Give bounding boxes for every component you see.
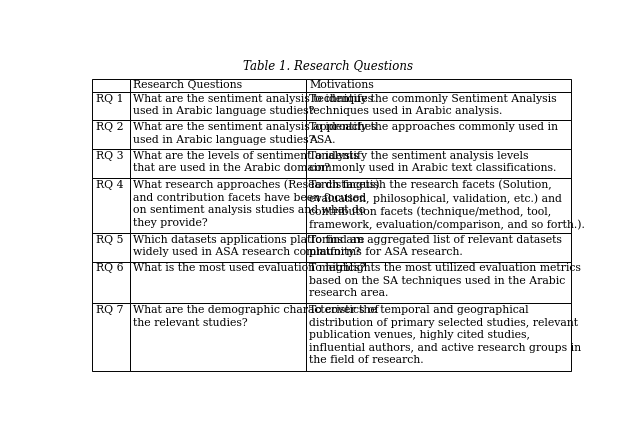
Text: What are the sentiment analysis approaches
used in Arabic language studies?: What are the sentiment analysis approach… (133, 122, 377, 145)
Bar (92, 262, 130, 304)
Bar (92, 149, 130, 178)
Bar (306, 120, 571, 149)
Bar (129, 262, 306, 304)
Text: RQ 2: RQ 2 (96, 122, 124, 132)
Text: To distinguish the research facets (Solution,
evaluation, philosophical, validat: To distinguish the research facets (Solu… (309, 180, 585, 230)
Bar (129, 78, 306, 92)
Bar (306, 149, 571, 178)
Text: Motivations: Motivations (309, 80, 374, 90)
Text: To highlights the most utilized evaluation metrics
based on the SA techniques us: To highlights the most utilized evaluati… (309, 263, 581, 298)
Bar (92, 78, 130, 92)
Text: RQ 5: RQ 5 (96, 235, 124, 245)
Text: To identify the approaches commonly used in
ASA.: To identify the approaches commonly used… (309, 122, 558, 145)
Text: What are the sentiment analysis techniques
used in Arabic language studies?: What are the sentiment analysis techniqu… (133, 94, 373, 116)
Bar (129, 120, 306, 149)
Bar (92, 178, 130, 233)
Bar (129, 304, 306, 371)
Bar (92, 92, 130, 120)
Bar (306, 304, 571, 371)
Bar (129, 233, 306, 262)
Bar (129, 178, 306, 233)
Bar (92, 233, 130, 262)
Text: RQ 4: RQ 4 (96, 180, 124, 190)
Text: Which datasets applications platforms are
widely used in ASA research community?: Which datasets applications platforms ar… (133, 235, 364, 257)
Text: RQ 6: RQ 6 (96, 263, 124, 273)
Text: To identify the commonly Sentiment Analysis
techniques used in Arabic analysis.: To identify the commonly Sentiment Analy… (309, 94, 557, 116)
Text: To find an aggregated list of relevant datasets
platforms for ASA research.: To find an aggregated list of relevant d… (309, 235, 562, 257)
Text: Research Questions: Research Questions (133, 80, 242, 90)
Bar (306, 78, 571, 92)
Bar (92, 304, 130, 371)
Text: What research approaches (Research facets)
and contribution facets have been foc: What research approaches (Research facet… (133, 180, 380, 228)
Text: RQ 7: RQ 7 (96, 305, 124, 315)
Text: What are the demographic characteristics of
the relevant studies?: What are the demographic characteristics… (133, 305, 379, 328)
Text: RQ 3: RQ 3 (96, 151, 124, 161)
Bar (129, 92, 306, 120)
Text: RQ 1: RQ 1 (96, 94, 124, 103)
Bar (92, 120, 130, 149)
Bar (306, 178, 571, 233)
Bar (306, 233, 571, 262)
Bar (129, 149, 306, 178)
Bar (306, 92, 571, 120)
Text: Table 1. Research Questions: Table 1. Research Questions (243, 59, 413, 72)
Text: What is the most used evaluation metrics?: What is the most used evaluation metrics… (133, 263, 365, 273)
Text: What are the levels of sentiment analysis
that are used in the Arabic domain?: What are the levels of sentiment analysi… (133, 151, 359, 173)
Bar (306, 262, 571, 304)
Text: To cover the temporal and geographical
distribution of primary selected studies,: To cover the temporal and geographical d… (309, 305, 581, 365)
Text: To identify the sentiment analysis levels
commonly used in Arabic text classific: To identify the sentiment analysis level… (309, 151, 557, 173)
